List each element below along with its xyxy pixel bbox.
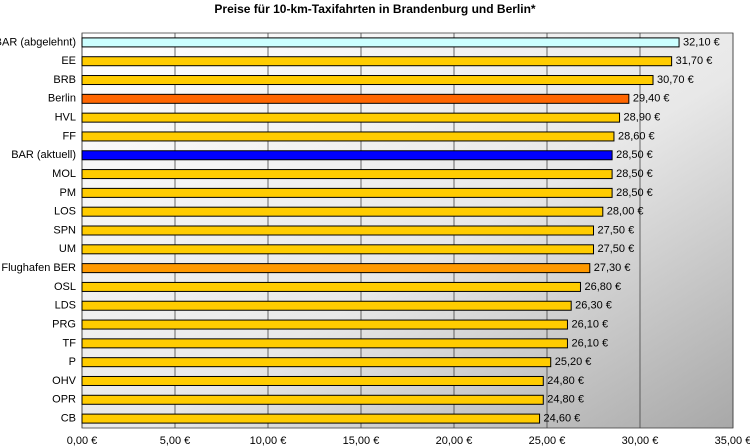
- bar: [81, 244, 594, 255]
- value-label: 28,50 €: [616, 149, 653, 161]
- value-label: 24,80 €: [547, 394, 584, 406]
- value-label: 28,00 €: [607, 206, 644, 218]
- value-label: 27,50 €: [598, 224, 635, 236]
- y-tick-label: BRB: [53, 74, 76, 86]
- bar: [81, 56, 673, 67]
- y-tick-label: TF: [63, 337, 77, 349]
- value-label: 32,10 €: [683, 36, 720, 48]
- bar: [81, 338, 568, 349]
- value-label: 26,10 €: [571, 337, 608, 349]
- value-label: 26,80 €: [584, 281, 621, 293]
- bar: [81, 375, 544, 386]
- value-label: 28,90 €: [624, 112, 661, 124]
- bar: [81, 225, 594, 236]
- bar: [81, 319, 568, 330]
- x-tick-label: 25,00 €: [529, 435, 566, 447]
- y-tick-label: PRG: [52, 318, 76, 330]
- value-label: 26,30 €: [575, 300, 612, 312]
- value-label: 27,50 €: [598, 243, 635, 255]
- y-tick-label: OSL: [54, 281, 76, 293]
- value-label: 27,30 €: [594, 262, 631, 274]
- value-label: 29,40 €: [633, 93, 670, 105]
- x-tick-label: 5,00 €: [160, 435, 191, 447]
- y-tick-label: P: [69, 356, 76, 368]
- bar: [81, 357, 552, 368]
- x-tick-label: 10,00 €: [250, 435, 287, 447]
- y-tick-label: OHV: [52, 375, 77, 387]
- bar: [81, 169, 613, 180]
- bar: [81, 394, 544, 405]
- x-tick-label: 15,00 €: [343, 435, 380, 447]
- value-label: 24,80 €: [547, 375, 584, 387]
- bar: [81, 93, 630, 104]
- bar: [81, 206, 604, 217]
- y-tick-label: Flughafen BER: [1, 262, 76, 274]
- bar: [81, 300, 572, 311]
- x-tick-label: 35,00 €: [715, 435, 750, 447]
- x-tick-label: 0,00 €: [67, 435, 98, 447]
- y-tick-label: SPN: [53, 224, 76, 236]
- x-tick-label: 20,00 €: [436, 435, 473, 447]
- bar: [81, 263, 591, 274]
- value-label: 31,70 €: [676, 55, 713, 67]
- value-label: 26,10 €: [571, 318, 608, 330]
- value-label: 30,70 €: [657, 74, 694, 86]
- value-label: 28,50 €: [616, 187, 653, 199]
- bar: [81, 187, 613, 198]
- y-tick-label: EE: [61, 55, 76, 67]
- y-tick-label: MOL: [52, 168, 76, 180]
- y-tick-label: OPR: [52, 394, 76, 406]
- y-tick-label: BAR (aktuell): [11, 149, 76, 161]
- bar: [81, 150, 613, 161]
- value-label: 24,60 €: [544, 413, 581, 425]
- y-tick-label: HVL: [55, 112, 76, 124]
- bar: [81, 131, 615, 142]
- y-tick-label: BAR (abgelehnt): [0, 36, 76, 48]
- bar: [81, 112, 621, 123]
- value-label: 28,60 €: [618, 130, 655, 142]
- y-tick-label: LDS: [55, 300, 76, 312]
- y-tick-label: FF: [63, 130, 77, 142]
- bar: [81, 75, 654, 86]
- y-tick-label: UM: [59, 243, 76, 255]
- y-tick-label: CB: [61, 413, 76, 425]
- value-label: 28,50 €: [616, 168, 653, 180]
- y-tick-label: Berlin: [48, 93, 76, 105]
- bar: [81, 37, 680, 48]
- chart-title: Preise für 10-km-Taxifahrten in Brandenb…: [214, 2, 536, 16]
- y-tick-label: LOS: [54, 206, 76, 218]
- bar: [81, 281, 581, 292]
- bar: [81, 413, 541, 424]
- x-tick-label: 30,00 €: [622, 435, 659, 447]
- value-label: 25,20 €: [555, 356, 592, 368]
- y-tick-label: PM: [60, 187, 77, 199]
